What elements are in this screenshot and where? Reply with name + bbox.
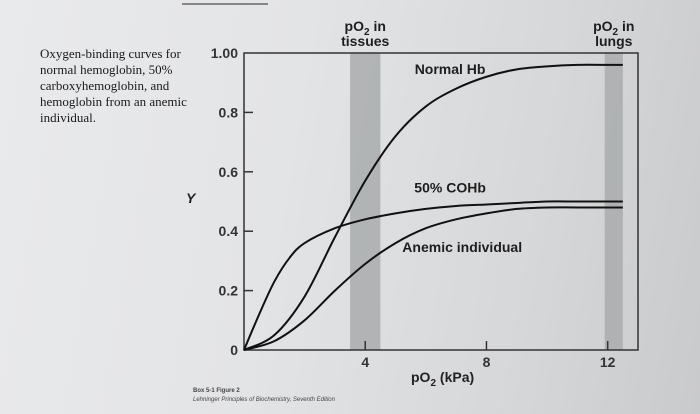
- curve-label-50-cohb: 50% COHb: [414, 180, 486, 196]
- band-label-lungs-line1: pO2 in: [593, 18, 634, 38]
- y-axis-label: Y: [186, 190, 197, 206]
- figure-caption: Oxygen-binding curves for normal hemoglo…: [40, 46, 187, 125]
- x-tick-label: 12: [600, 354, 616, 370]
- footer-line-2: Lehninger Principles of Biochemistry, Se…: [193, 397, 336, 403]
- plot-frame: [243, 52, 639, 351]
- band-label-lungs-line2: lungs: [595, 33, 633, 49]
- y-tick-label: 0.4: [219, 223, 239, 239]
- x-axis-label: pO2 (kPa): [411, 369, 474, 389]
- curve-label-anemic-individual: Anemic individual: [402, 239, 522, 255]
- curve-50-cohb: [243, 200, 623, 351]
- band-label-tissues-line1: pO2 in: [345, 18, 386, 38]
- y-tick-label: 0.2: [219, 283, 239, 299]
- footer-line-1: Box 5-1 Figure 2: [193, 388, 240, 394]
- y-tick-label: 0: [230, 342, 238, 358]
- x-tick-label: 4: [361, 354, 369, 370]
- band-label-tissues-line2: tissues: [341, 33, 389, 49]
- y-tick-label: 1.00: [211, 45, 238, 61]
- curve-anemic-individual: [243, 206, 623, 351]
- x-tick-label: 8: [483, 354, 491, 370]
- curve-normal-hb: [243, 63, 623, 351]
- shaded-band-tissues: [350, 53, 381, 350]
- curve-label-normal-hb: Normal Hb: [415, 61, 486, 77]
- y-tick-label: 0.8: [219, 104, 239, 120]
- y-tick-label: 0.6: [219, 164, 239, 180]
